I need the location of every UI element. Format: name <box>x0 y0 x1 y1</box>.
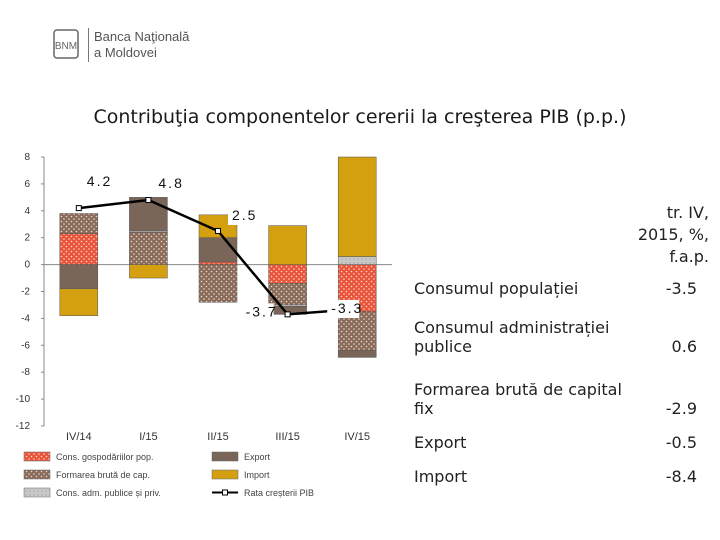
row-label: Consumul populației <box>414 279 579 298</box>
bar-segment-consum_gosp <box>59 233 99 265</box>
y-tick-label: -12 <box>16 421 31 432</box>
table-row: Consumul administrației publice 0.6 <box>408 298 713 356</box>
gdp-growth-point <box>145 197 152 204</box>
legend-swatch <box>211 451 239 462</box>
bar-segment-consum_gosp <box>198 261 238 265</box>
bank-emblem-icon: BNM <box>53 29 79 59</box>
table-header-row: tr. IV, 2015, %, f.a.p. <box>408 180 713 268</box>
logo-mark: BNM <box>55 41 77 52</box>
table-row: Consumul populației -3.5 <box>408 268 713 298</box>
y-tick-label: -8 <box>21 367 30 378</box>
row-value: -2.9 <box>665 399 697 418</box>
y-tick-label: 4 <box>24 206 30 217</box>
point-label: -3.3 <box>331 300 363 316</box>
gdp-growth-point <box>215 227 221 234</box>
legend-label: Export <box>244 452 271 462</box>
bar-segment-export <box>337 350 377 358</box>
bar-segment-import <box>198 214 238 238</box>
bar-segment-consum_gosp <box>268 264 307 284</box>
bar-segment-import <box>59 288 99 316</box>
legend-swatch-marker <box>222 489 228 496</box>
chart-title: Contribuţia componentelor cererii la cre… <box>93 106 627 128</box>
row-label: Export <box>414 433 467 452</box>
x-tick-label: IV/14 <box>66 431 92 443</box>
legend-swatch <box>23 487 51 498</box>
bar-segment-formarea <box>59 213 99 234</box>
y-tick-label: -6 <box>21 340 30 351</box>
bar-segment-formarea <box>337 311 377 351</box>
bar-segment-export <box>198 237 238 263</box>
bar-segment-import <box>337 156 377 257</box>
logo-line2: a Moldovei <box>94 45 157 60</box>
x-tick-label: II/15 <box>207 431 228 443</box>
legend-label: Formarea brută de cap. <box>56 470 150 480</box>
legend-label: Cons. adm. publice și priv. <box>56 488 161 498</box>
x-tick-label: III/15 <box>275 431 299 443</box>
row-value: -0.5 <box>665 433 697 452</box>
table-row: Export -0.5 <box>408 418 713 452</box>
contribution-table: tr. IV, 2015, %, f.a.p. Consumul populaț… <box>408 180 713 486</box>
bar-segment-export <box>59 264 99 290</box>
point-label-bg <box>82 173 115 192</box>
gdp-contribution-chart: -12 -10 -8 -6 -4 -2 0 2 4 6 8 IV/14 I/15 II/15 III/15 I… <box>16 152 392 498</box>
y-tick-label: -4 <box>21 313 30 324</box>
legend-label: Import <box>244 470 270 480</box>
y-tick-label: 0 <box>24 260 30 271</box>
row-value: -8.4 <box>665 467 697 486</box>
bar-segment-formarea <box>129 232 168 265</box>
bar-segment-import <box>268 225 307 265</box>
y-tick-label: 2 <box>24 233 30 244</box>
legend-label: Cons. gospodăriilor pop. <box>56 452 154 462</box>
y-tick-label: -2 <box>21 287 30 298</box>
row-value: 0.6 <box>671 337 697 356</box>
table-row: Formarea brută de capital fix -2.9 <box>408 356 713 418</box>
gdp-growth-point <box>75 205 82 212</box>
bar-segment-export <box>129 197 168 232</box>
point-label-bg <box>154 175 187 194</box>
point-label-bg <box>228 206 260 225</box>
bar-segment-formarea <box>198 264 238 303</box>
row-label: Consumul administrației publice <box>414 318 610 356</box>
y-tick-label: -10 <box>16 394 31 405</box>
point-label: 4.8 <box>158 175 183 191</box>
y-tick-label: 6 <box>24 179 30 190</box>
point-label: 4.2 <box>87 173 112 189</box>
bar-segment-consum_admin <box>337 256 377 265</box>
logo-line1: Banca Naţională <box>94 29 190 44</box>
bar-segment-formarea <box>268 283 307 306</box>
point-label: 2.5 <box>232 207 257 223</box>
row-label: Import <box>414 467 468 486</box>
x-tick-label: I/15 <box>139 431 157 443</box>
legend-label: Rata creșterii PIB <box>244 488 314 498</box>
point-label-bg <box>241 303 274 322</box>
bank-logo: BNM Banca Naţională a Moldovei <box>50 28 210 64</box>
table-header: tr. IV, 2015, %, f.a.p. <box>637 203 709 266</box>
bar-segment-import <box>129 264 168 279</box>
point-label-bg <box>327 299 360 318</box>
legend-swatch <box>211 469 239 480</box>
row-value: -3.5 <box>665 279 697 298</box>
y-tick-label: 8 <box>24 152 30 163</box>
legend-swatch <box>23 469 51 480</box>
row-label: Formarea brută de capital fix <box>414 380 622 418</box>
gdp-growth-point <box>284 311 291 318</box>
table-row: Import -8.4 <box>408 452 713 486</box>
point-label: -3.7 <box>246 303 278 319</box>
x-tick-label: IV/15 <box>344 431 370 443</box>
legend-swatch <box>23 451 51 462</box>
